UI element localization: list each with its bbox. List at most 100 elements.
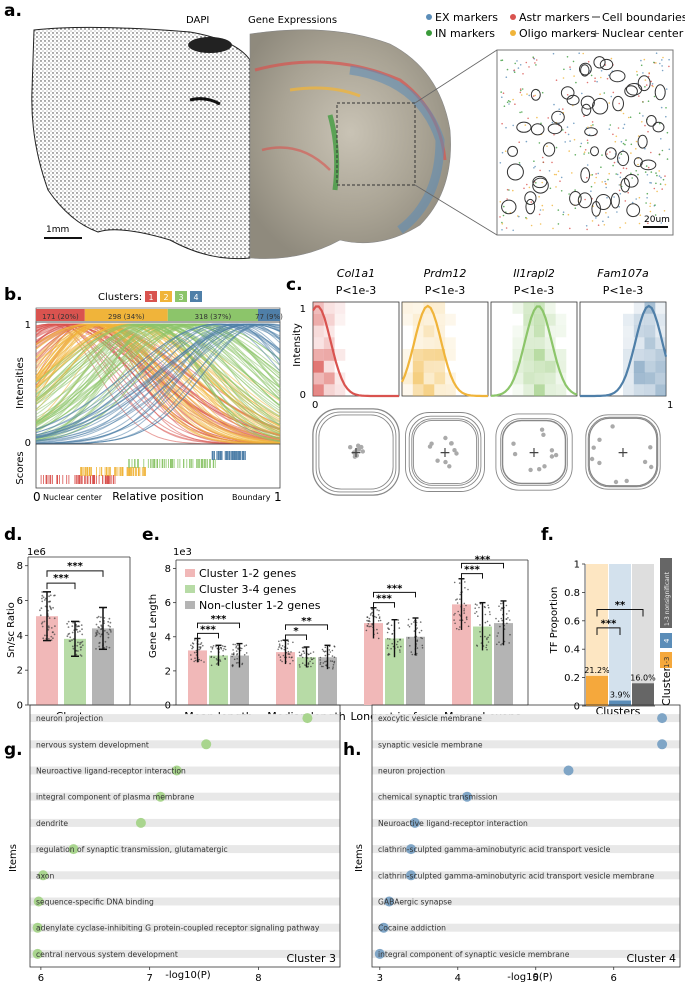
marker-dot <box>512 98 514 101</box>
cell-contour <box>495 413 573 491</box>
cluster-proportion-label-2: 298 (34%) <box>108 313 145 321</box>
e-datapoint <box>368 625 371 628</box>
marker-dot <box>655 52 658 54</box>
d-datapoint <box>79 630 81 633</box>
f-legend-label-1-3: 1-3 <box>663 657 671 668</box>
e-datapoint <box>415 652 418 655</box>
legend-nuclear-center-label: Nuclear center <box>602 27 684 40</box>
marker-dot <box>619 176 622 179</box>
marker-dot <box>574 154 577 156</box>
cell-boundary <box>580 64 590 77</box>
d-datapoint <box>96 629 99 632</box>
e-datapoint <box>370 625 372 628</box>
e-datapoint <box>400 645 402 648</box>
d-sig-label-1: *** <box>53 573 69 584</box>
marker-dot <box>584 198 586 201</box>
d-datapoint <box>100 624 103 627</box>
heatmap-cell <box>512 337 524 350</box>
e-datapoint <box>416 647 419 649</box>
f-y-axis-label: TF Proportion <box>549 587 560 655</box>
d-datapoint <box>50 639 53 641</box>
cluster-proportion-segment-1 <box>36 309 85 321</box>
e-datapoint <box>456 598 458 600</box>
e-datapoint <box>386 631 389 634</box>
term-dot <box>302 713 313 724</box>
cell-boundary <box>569 191 582 206</box>
e-datapoint <box>474 607 477 609</box>
cell-boundary <box>637 75 651 92</box>
marker-dot <box>539 169 541 172</box>
term-label: integral component of plasma membrane <box>36 793 195 802</box>
e-datapoint <box>458 614 461 616</box>
f-sig-label-2: ** <box>615 600 626 611</box>
e-datapoint <box>396 640 399 643</box>
marker-dot <box>663 210 666 212</box>
term-label: sequence-specific DNA binding <box>36 898 154 907</box>
heatmap-cell <box>633 360 645 373</box>
e-datapoint <box>279 645 281 647</box>
term-row-band <box>372 897 680 906</box>
e-datapoint <box>496 643 498 646</box>
term-row-band <box>30 897 340 906</box>
marker-dot <box>623 123 626 126</box>
marker-dot <box>644 86 646 88</box>
d-datapoint <box>40 622 43 625</box>
term-row-band <box>372 818 680 827</box>
marker-dot <box>599 93 601 95</box>
term-dot <box>409 817 420 828</box>
marker-dot <box>563 68 565 71</box>
panel-a-letter: a. <box>4 1 22 21</box>
e-datapoint <box>328 666 330 669</box>
e-legend-label-3: Non-cluster 1-2 genes <box>199 599 321 612</box>
e-datapoint <box>211 646 214 649</box>
transcript-dot <box>356 443 361 448</box>
heatmap-cell <box>655 360 667 373</box>
gene-name-0: Col1a1 <box>337 267 375 280</box>
y-tick-label: 0 <box>165 701 171 712</box>
marker-dot <box>551 204 554 207</box>
d-datapoint <box>49 594 52 597</box>
ex-marker-band <box>349 65 445 234</box>
marker-dot <box>622 127 625 129</box>
e-datapoint <box>508 610 510 612</box>
d-datapoint <box>42 637 45 640</box>
y-tick-label: 4 <box>17 631 23 642</box>
heatmap-cell <box>445 384 456 397</box>
marker-dot <box>619 226 621 229</box>
marker-dot <box>635 170 637 172</box>
d-datapoint <box>66 635 69 638</box>
e-datapoint <box>222 654 224 657</box>
e-datapoint <box>301 656 304 659</box>
marker-dot <box>564 141 566 143</box>
marker-dot <box>649 181 651 184</box>
cell-boundary <box>516 121 532 133</box>
e-datapoint <box>216 647 219 650</box>
scores-plot-frame <box>35 443 281 489</box>
dapi-hippocampus-shape <box>189 97 221 106</box>
marker-dot <box>642 101 644 103</box>
marker-dot <box>658 170 660 172</box>
marker-dot <box>645 165 648 167</box>
heatmap-cell <box>555 325 567 338</box>
marker-dot <box>661 69 664 72</box>
d-datapoint <box>95 648 97 650</box>
transcript-dot <box>447 464 452 469</box>
marker-dot <box>660 222 663 224</box>
transcript-dot <box>352 454 358 459</box>
f-legend-label-4: 4 <box>663 638 671 643</box>
e-datapoint <box>300 653 303 655</box>
e-datapoint <box>397 619 400 621</box>
transcript-dot <box>429 441 434 446</box>
f-sig-bracket-2 <box>596 608 644 617</box>
heatmap-cell <box>633 302 645 314</box>
d-datapoint <box>40 607 43 610</box>
heatmap-cell <box>313 313 324 326</box>
e-sig-label: *** <box>376 594 392 605</box>
marker-dot <box>612 133 614 136</box>
f-y-tick-label: 0.4 <box>564 645 580 656</box>
marker-dot <box>509 100 511 103</box>
e-datapoint <box>419 621 422 623</box>
marker-dot <box>555 186 557 188</box>
d-datapoint <box>69 636 72 639</box>
